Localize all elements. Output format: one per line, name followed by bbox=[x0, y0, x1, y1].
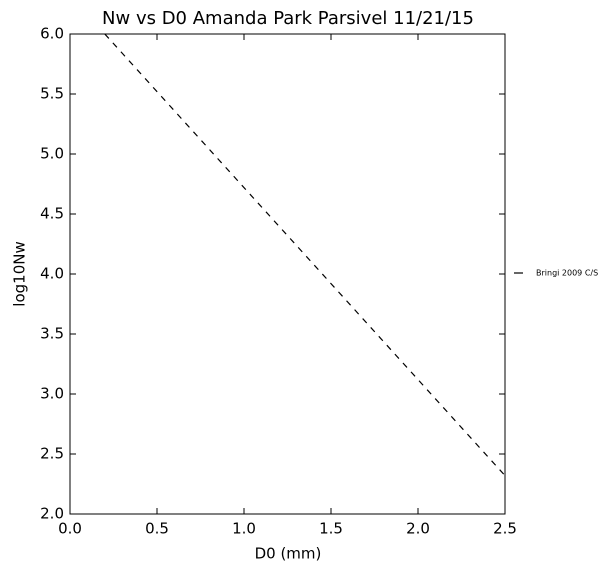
y-tick-label: 2.5 bbox=[40, 445, 64, 463]
x-tick-label: 2.5 bbox=[493, 520, 517, 538]
y-tick-label: 6.0 bbox=[40, 25, 64, 43]
y-tick-label: 3.0 bbox=[40, 385, 64, 403]
y-tick-label: 4.0 bbox=[40, 265, 64, 283]
x-tick-label: 0.0 bbox=[58, 520, 82, 538]
y-tick-label: 4.5 bbox=[40, 205, 64, 223]
x-tick-label: 2.0 bbox=[406, 520, 430, 538]
x-tick-label: 0.5 bbox=[145, 520, 169, 538]
plot-frame bbox=[69, 33, 506, 515]
y-tick-label: 5.5 bbox=[40, 85, 64, 103]
x-tick-label: 1.5 bbox=[319, 520, 343, 538]
legend-label: Bringi 2009 C/S bbox=[536, 269, 598, 278]
y-tick-label: 5.0 bbox=[40, 145, 64, 163]
line bbox=[104, 34, 505, 477]
x-tick-label: 1.0 bbox=[232, 520, 256, 538]
y-tick-label: 3.5 bbox=[40, 325, 64, 343]
plot-area bbox=[104, 34, 505, 477]
x-axis-label: D0 (mm) bbox=[255, 545, 322, 563]
y-tick-label: 2.0 bbox=[40, 505, 64, 523]
y-axis-label: log10Nw bbox=[11, 241, 29, 306]
chart-title: Nw vs D0 Amanda Park Parsivel 11/21/15 bbox=[102, 8, 474, 29]
